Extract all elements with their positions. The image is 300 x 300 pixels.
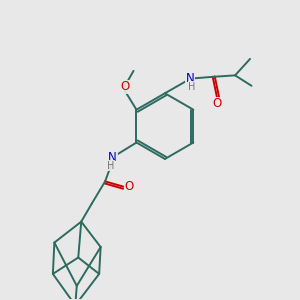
Text: O: O xyxy=(124,180,134,193)
Text: O: O xyxy=(120,80,129,93)
Text: H: H xyxy=(188,82,196,92)
Text: H: H xyxy=(107,161,115,171)
Text: O: O xyxy=(213,97,222,110)
Text: N: N xyxy=(108,151,117,164)
Text: N: N xyxy=(186,72,195,85)
